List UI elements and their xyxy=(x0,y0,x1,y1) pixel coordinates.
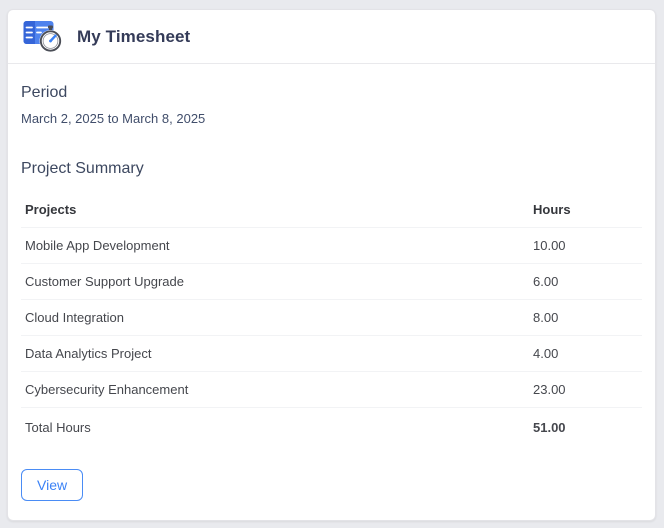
card-title: My Timesheet xyxy=(77,26,191,46)
hours-cell: 23.00 xyxy=(529,371,642,408)
hours-cell: 10.00 xyxy=(529,227,642,264)
column-header-projects: Projects xyxy=(21,192,529,228)
table-row: Cybersecurity Enhancement 23.00 xyxy=(21,371,642,408)
hours-cell: 4.00 xyxy=(529,335,642,372)
total-label-cell: Total Hours xyxy=(21,407,529,447)
hours-cell: 6.00 xyxy=(529,263,642,300)
table-body: Mobile App Development 10.00 Customer Su… xyxy=(21,227,642,447)
table-row: Data Analytics Project 4.00 xyxy=(21,335,642,372)
project-name-cell: Customer Support Upgrade xyxy=(21,263,529,300)
column-header-hours: Hours xyxy=(529,192,642,228)
table-row: Cloud Integration 8.00 xyxy=(21,299,642,336)
project-name-cell: Data Analytics Project xyxy=(21,335,529,372)
card-body: Period March 2, 2025 to March 8, 2025 Pr… xyxy=(8,64,655,501)
view-button[interactable]: View xyxy=(21,469,84,501)
table-header-row: Projects Hours xyxy=(21,192,642,228)
project-name-cell: Mobile App Development xyxy=(21,227,529,264)
timesheet-icon xyxy=(22,19,64,54)
table-row: Customer Support Upgrade 6.00 xyxy=(21,263,642,300)
project-name-cell: Cybersecurity Enhancement xyxy=(21,371,529,408)
project-summary-table: Projects Hours Mobile App Development 10… xyxy=(21,192,642,447)
table-row: Mobile App Development 10.00 xyxy=(21,227,642,264)
total-row: Total Hours 51.00 xyxy=(21,407,642,447)
timesheet-card: My Timesheet Period March 2, 2025 to Mar… xyxy=(7,9,656,521)
period-range: March 2, 2025 to March 8, 2025 xyxy=(21,111,206,126)
card-header: My Timesheet xyxy=(8,10,655,64)
period-heading: Period xyxy=(21,84,68,101)
project-name-cell: Cloud Integration xyxy=(21,299,529,336)
project-summary-heading: Project Summary xyxy=(21,160,144,177)
total-hours-cell: 51.00 xyxy=(529,407,642,447)
hours-cell: 8.00 xyxy=(529,299,642,336)
